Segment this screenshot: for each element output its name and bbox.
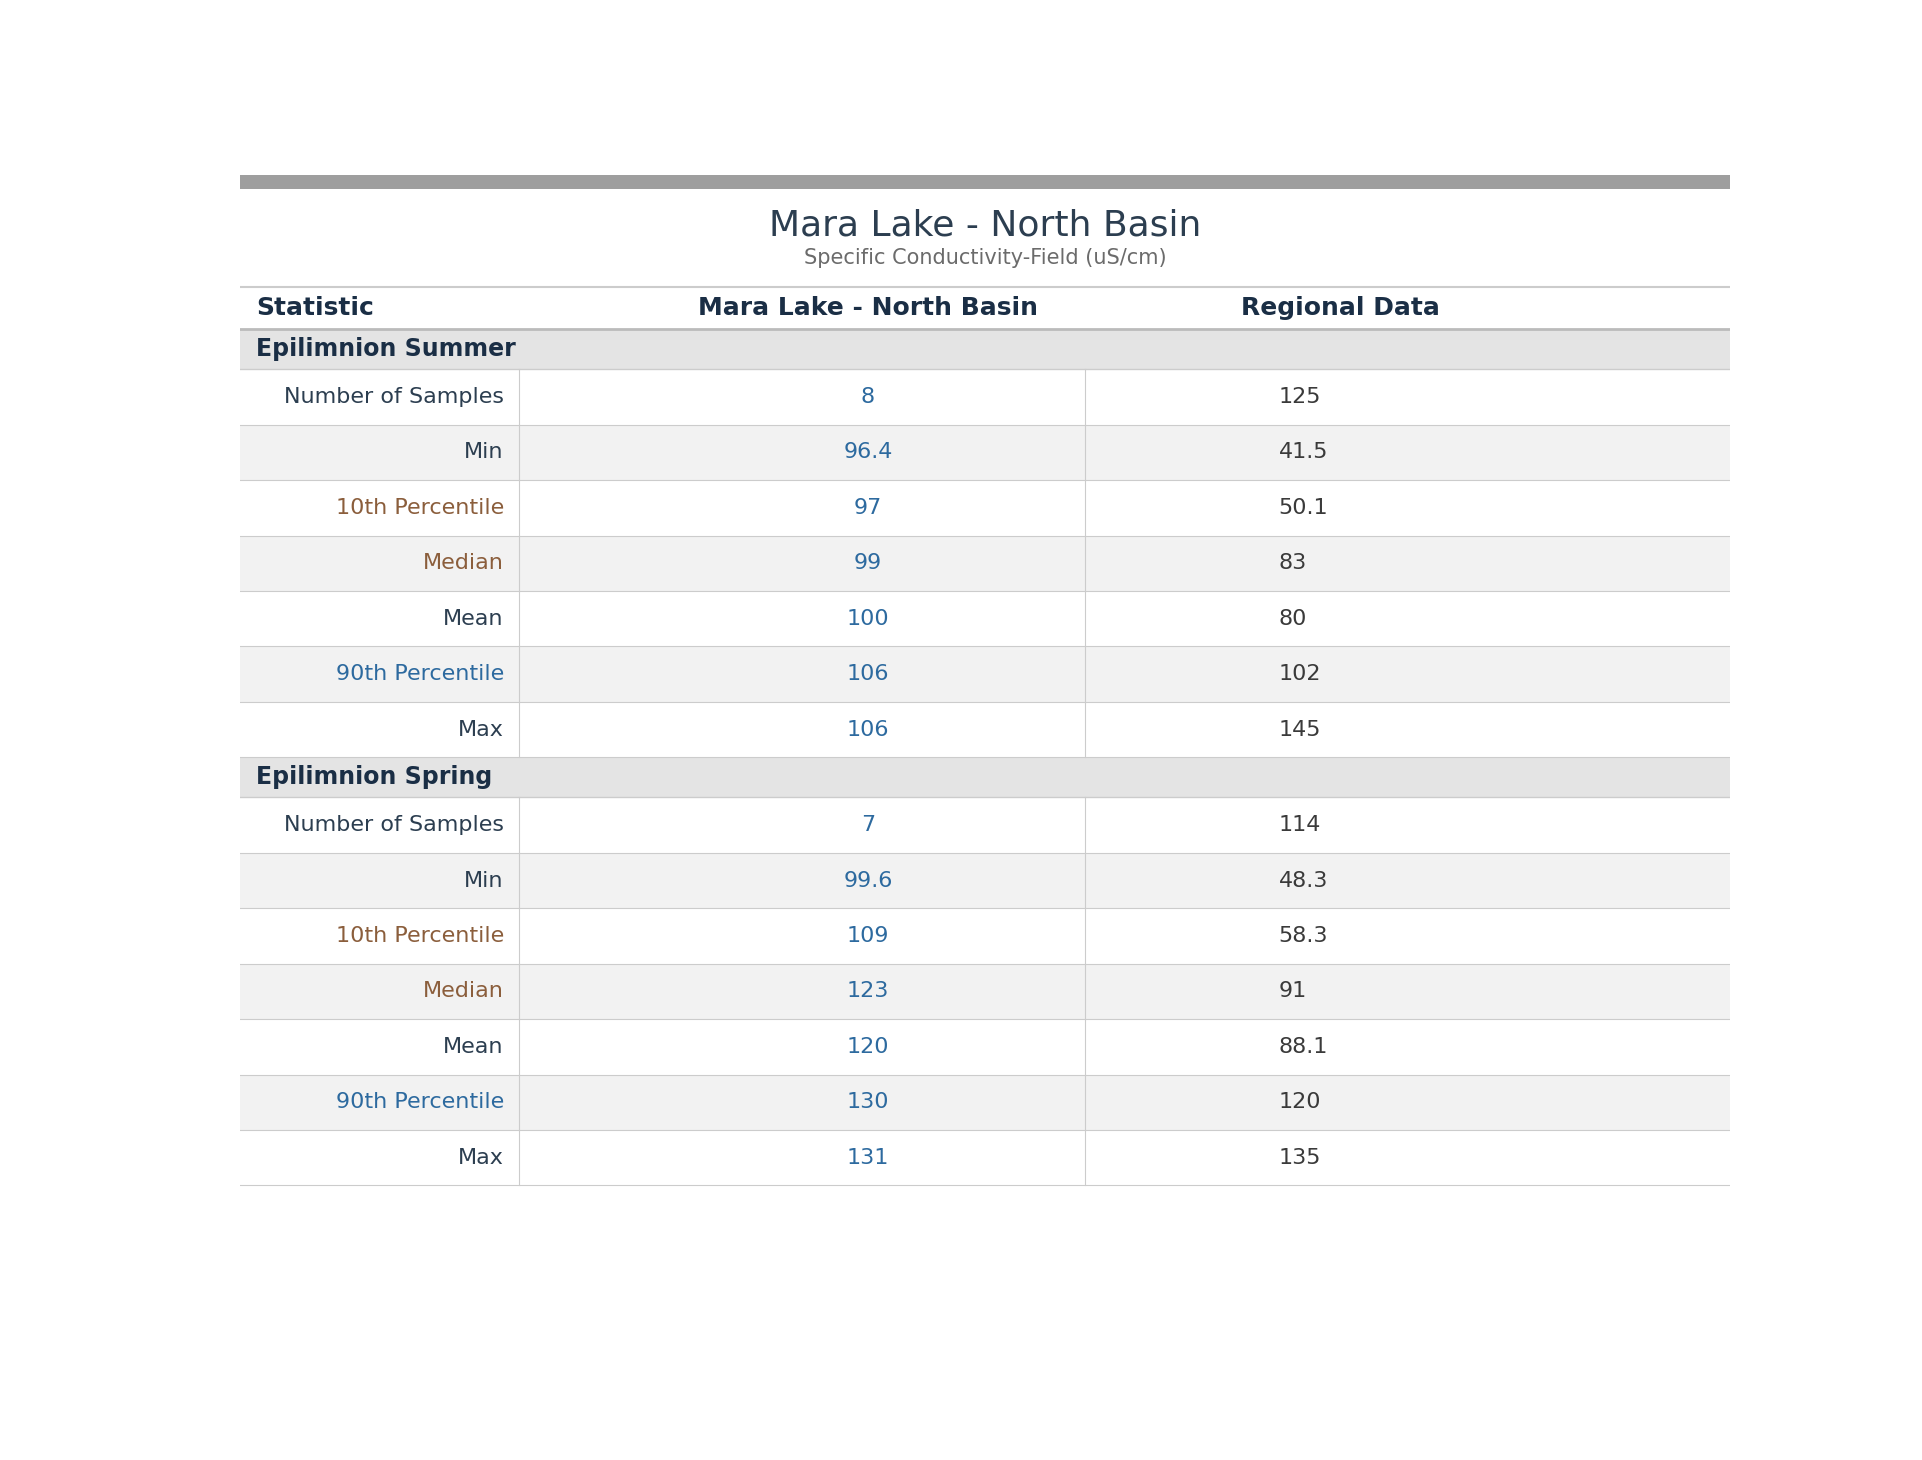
Text: 120: 120 [848,1037,890,1057]
Text: 7: 7 [861,815,875,835]
Bar [240,758,1730,797]
Text: 135: 135 [1278,1148,1320,1168]
Text: Median: Median [423,981,504,1002]
Text: Median: Median [423,553,504,574]
Text: 109: 109 [848,926,890,946]
Text: 130: 130 [848,1092,890,1113]
Bar [240,702,1730,758]
Bar [240,591,1730,647]
Bar [240,908,1730,964]
Bar [240,1019,1730,1075]
Bar [240,853,1730,908]
Text: 97: 97 [853,498,882,518]
Text: Mean: Mean [444,1037,504,1057]
Bar [240,536,1730,591]
Text: 96.4: 96.4 [844,442,892,463]
Text: 91: 91 [1278,981,1307,1002]
Bar [240,797,1730,853]
Text: 106: 106 [848,720,890,740]
Bar [240,425,1730,480]
Text: 90th Percentile: 90th Percentile [336,1092,504,1113]
Bar [240,369,1730,425]
Bar [240,480,1730,536]
Text: Number of Samples: Number of Samples [284,815,504,835]
Text: 90th Percentile: 90th Percentile [336,664,504,685]
Text: 48.3: 48.3 [1278,870,1328,891]
Text: Min: Min [465,442,504,463]
Text: 8: 8 [861,387,875,407]
Text: Epilimnion Summer: Epilimnion Summer [256,337,515,361]
Bar [240,1075,1730,1130]
Text: 120: 120 [1278,1092,1320,1113]
Text: Mara Lake - North Basin: Mara Lake - North Basin [769,209,1201,242]
Text: 83: 83 [1278,553,1307,574]
Text: 102: 102 [1278,664,1320,685]
Text: Mara Lake - North Basin: Mara Lake - North Basin [698,296,1038,320]
Bar [240,647,1730,702]
Text: Max: Max [457,1148,504,1168]
Text: Min: Min [465,870,504,891]
Text: 123: 123 [848,981,890,1002]
Text: 99.6: 99.6 [844,870,892,891]
Text: 50.1: 50.1 [1278,498,1328,518]
Text: 106: 106 [848,664,890,685]
Text: Number of Samples: Number of Samples [284,387,504,407]
Bar [240,328,1730,369]
Text: 10th Percentile: 10th Percentile [336,926,504,946]
Text: Epilimnion Spring: Epilimnion Spring [256,765,492,790]
Bar [240,964,1730,1019]
Text: Statistic: Statistic [256,296,373,320]
Text: 10th Percentile: 10th Percentile [336,498,504,518]
Text: 114: 114 [1278,815,1320,835]
Text: 88.1: 88.1 [1278,1037,1328,1057]
Text: 99: 99 [853,553,882,574]
Text: Specific Conductivity-Field (uS/cm): Specific Conductivity-Field (uS/cm) [803,248,1167,269]
Text: 100: 100 [848,609,890,629]
Text: Mean: Mean [444,609,504,629]
Text: Max: Max [457,720,504,740]
Bar [240,1130,1730,1186]
Bar [240,175,1730,188]
Text: 80: 80 [1278,609,1307,629]
Text: 131: 131 [848,1148,890,1168]
Text: 145: 145 [1278,720,1320,740]
Text: 125: 125 [1278,387,1320,407]
Text: 41.5: 41.5 [1278,442,1328,463]
Text: 58.3: 58.3 [1278,926,1328,946]
Text: Regional Data: Regional Data [1242,296,1440,320]
